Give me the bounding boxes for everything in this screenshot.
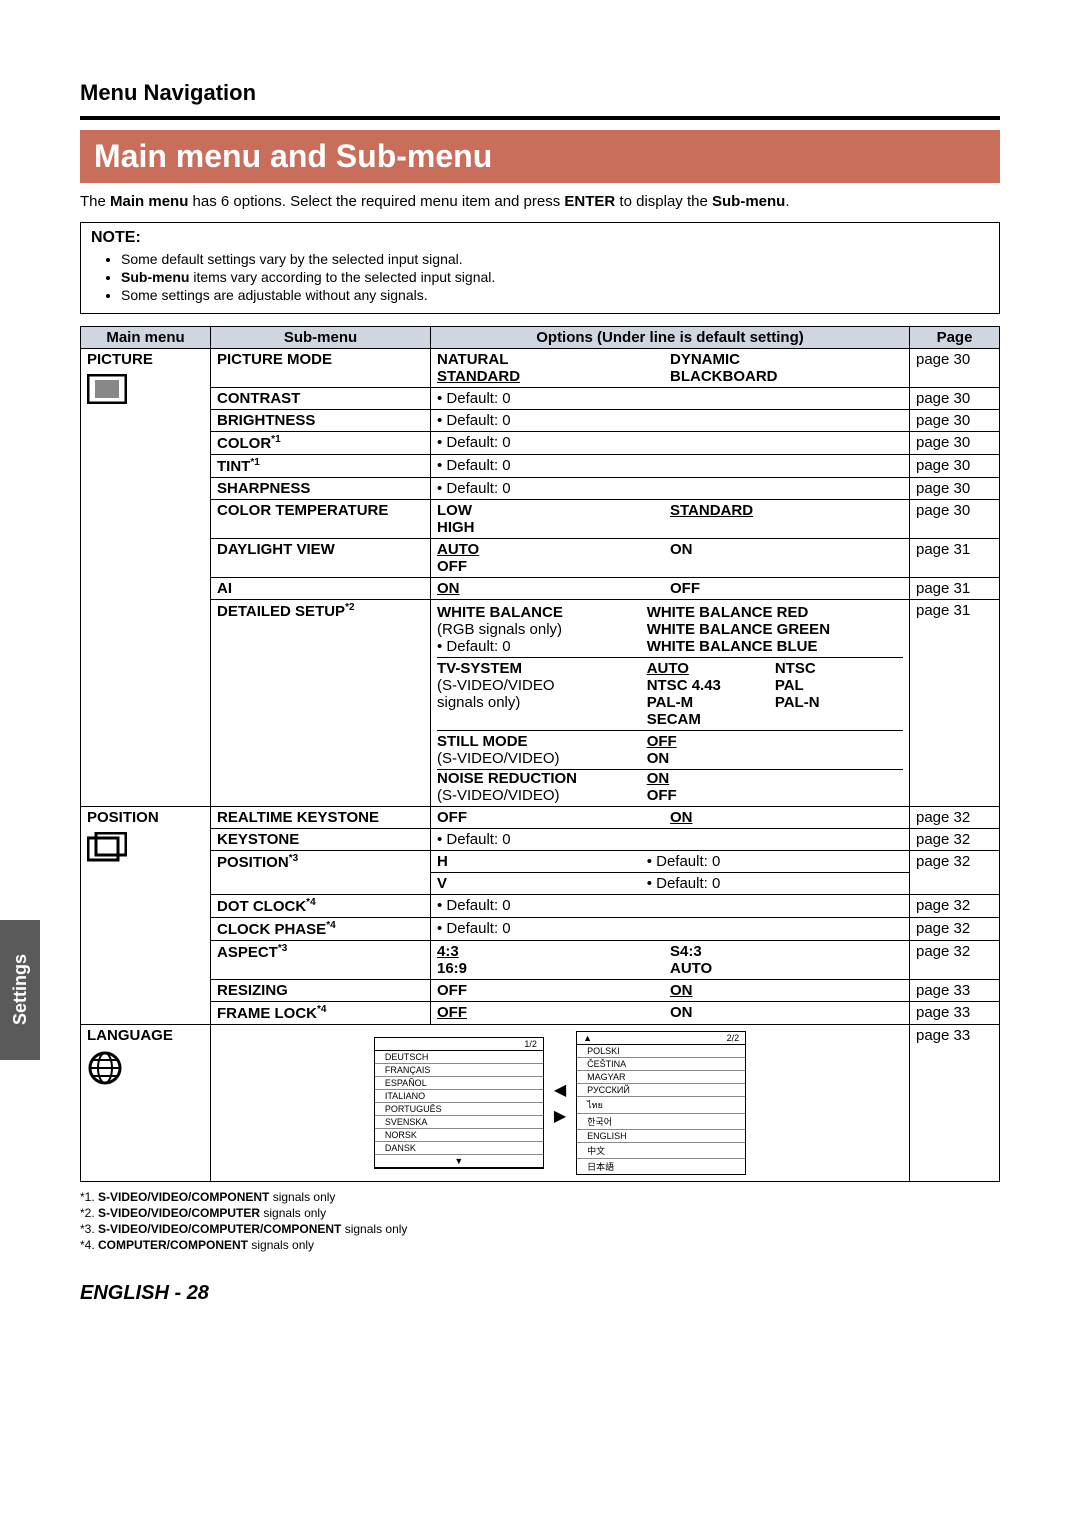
note-item: Some settings are adjustable without any…: [121, 287, 989, 303]
table-row: FRAME LOCK*4OFFONpage 33: [81, 1002, 1000, 1025]
option: AUTO: [670, 960, 903, 977]
option: OFF: [437, 1004, 670, 1021]
option: ON: [670, 541, 903, 558]
option: NATURAL: [437, 351, 670, 368]
menu-table: Main menu Sub-menu Options (Under line i…: [80, 326, 1000, 1182]
table-row: DETAILED SETUP*2WHITE BALANCE(RGB signal…: [81, 600, 1000, 807]
table-row: SHARPNESS• Default: 0page 30: [81, 478, 1000, 500]
option: OFF: [670, 580, 903, 597]
footer-lang: ENGLISH: [80, 1282, 169, 1304]
section-title: Menu Navigation: [80, 80, 1000, 106]
intro-text: The Main menu has 6 options. Select the …: [80, 193, 1000, 210]
table-row: KEYSTONE• Default: 0page 32: [81, 829, 1000, 851]
option: OFF: [437, 558, 670, 575]
option: 16:9: [437, 960, 670, 977]
banner-title: Main menu and Sub-menu: [80, 130, 1000, 183]
table-body: PICTUREPICTURE MODENATURALDYNAMICSTANDAR…: [81, 349, 1000, 1182]
option: OFF: [437, 809, 670, 826]
main-menu-language: LANGUAGE: [81, 1025, 211, 1182]
table-row: CLOCK PHASE*4• Default: 0page 32: [81, 918, 1000, 941]
option: STANDARD: [437, 368, 670, 385]
option: STANDARD: [670, 502, 903, 519]
footnote: *3. S-VIDEO/VIDEO/COMPUTER/COMPONENT sig…: [80, 1222, 1000, 1236]
th-opts: Options (Under line is default setting): [431, 327, 910, 349]
table-row: LANGUAGE1/2DEUTSCHFRANÇAISESPAÑOLITALIAN…: [81, 1025, 1000, 1182]
table-row: COLOR*1• Default: 0page 30: [81, 432, 1000, 455]
table-header-row: Main menu Sub-menu Options (Under line i…: [81, 327, 1000, 349]
option: ON: [670, 1004, 903, 1021]
option: ON: [670, 982, 903, 999]
footnote: *1. S-VIDEO/VIDEO/COMPONENT signals only: [80, 1190, 1000, 1204]
table-row: AIONOFFpage 31: [81, 578, 1000, 600]
option: LOW: [437, 502, 670, 519]
table-row: TINT*1• Default: 0page 30: [81, 455, 1000, 478]
option: BLACKBOARD: [670, 368, 903, 385]
table-row: COLOR TEMPERATURELOWSTANDARDHIGHpage 30: [81, 500, 1000, 539]
note-list: Some default settings vary by the select…: [91, 251, 989, 303]
table-row: BRIGHTNESS• Default: 0page 30: [81, 410, 1000, 432]
option: [670, 519, 903, 536]
footnote: *2. S-VIDEO/VIDEO/COMPUTER signals only: [80, 1206, 1000, 1220]
th-page: Page: [910, 327, 1000, 349]
option: ON: [437, 580, 670, 597]
option: ON: [670, 809, 903, 826]
th-sub: Sub-menu: [211, 327, 431, 349]
arrow-left-icon: ◀: [554, 1080, 566, 1100]
table-row: POSITIONREALTIME KEYSTONEOFFONpage 32: [81, 807, 1000, 829]
note-item: Sub-menu items vary according to the sel…: [121, 269, 989, 285]
table-row: RESIZINGOFFONpage 33: [81, 980, 1000, 1002]
note-box: NOTE: Some default settings vary by the …: [80, 222, 1000, 314]
footnotes: *1. S-VIDEO/VIDEO/COMPONENT signals only…: [80, 1190, 1000, 1252]
table-row: DAYLIGHT VIEWAUTOONOFFpage 31: [81, 539, 1000, 578]
option: AUTO: [437, 541, 670, 558]
table-row: ASPECT*34:3S4:316:9AUTOpage 32: [81, 941, 1000, 980]
option: S4:3: [670, 943, 903, 960]
table-row: POSITION*3H• Default: 0V• Default: 0page…: [81, 851, 1000, 895]
footnote: *4. COMPUTER/COMPONENT signals only: [80, 1238, 1000, 1252]
table-row: CONTRAST• Default: 0page 30: [81, 388, 1000, 410]
divider: [80, 116, 1000, 120]
option: DYNAMIC: [670, 351, 903, 368]
option: [670, 558, 903, 575]
option: HIGH: [437, 519, 670, 536]
main-menu-position: POSITION: [81, 807, 211, 1025]
table-row: PICTUREPICTURE MODENATURALDYNAMICSTANDAR…: [81, 349, 1000, 388]
note-item: Some default settings vary by the select…: [121, 251, 989, 267]
th-main: Main menu: [81, 327, 211, 349]
arrow-right-icon: ▶: [554, 1106, 566, 1126]
footer-page: 28: [187, 1282, 209, 1304]
table-row: DOT CLOCK*4• Default: 0page 32: [81, 895, 1000, 918]
page-footer: ENGLISH - 28: [80, 1282, 1000, 1305]
option: 4:3: [437, 943, 670, 960]
note-title: NOTE:: [91, 229, 989, 247]
main-menu-picture: PICTURE: [81, 349, 211, 807]
option: OFF: [437, 982, 670, 999]
